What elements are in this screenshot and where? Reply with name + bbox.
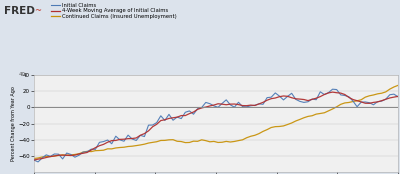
- Text: 40: 40: [19, 72, 26, 77]
- Y-axis label: Percent Change from Year Ago: Percent Change from Year Ago: [11, 86, 16, 161]
- Text: FRED: FRED: [4, 6, 35, 16]
- Text: ~: ~: [34, 6, 41, 15]
- Legend: Initial Claims, 4-Week Moving Average of Initial Claims, Continued Claims (Insur: Initial Claims, 4-Week Moving Average of…: [51, 3, 177, 19]
